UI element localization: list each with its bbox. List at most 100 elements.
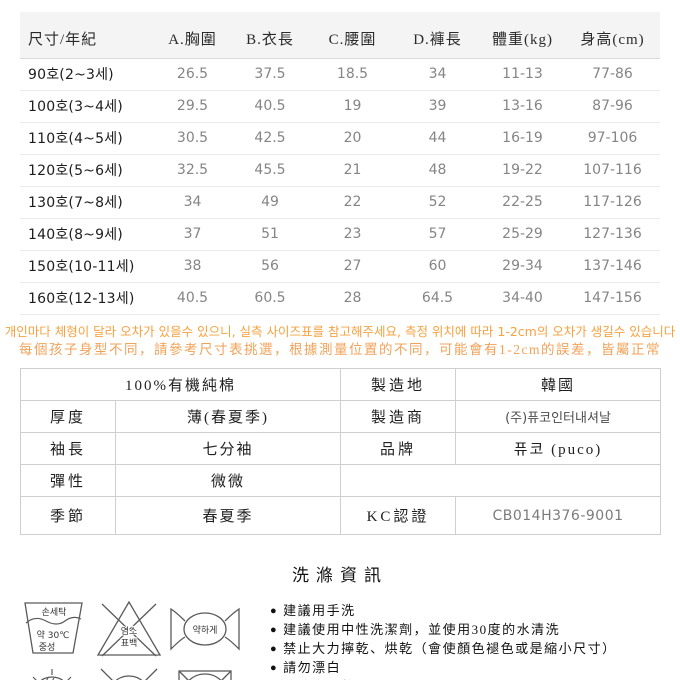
size-label-cell: 130호(7~8세) — [20, 186, 155, 219]
svg-text:염소: 염소 — [121, 626, 138, 637]
size-value-cell: 45.5 — [230, 154, 310, 187]
hand-wash-icon: 손세탁 약 30℃ 중성 — [24, 602, 83, 654]
size-value-cell: 40.5 — [155, 282, 230, 315]
size-chart-header-cell: 體重(kg) — [480, 12, 565, 59]
size-value-cell: 97-106 — [565, 122, 660, 155]
size-chart-row: 130호(7~8세) 34 49 22 52 22-25 117-126 — [20, 186, 660, 219]
size-value-cell: 29.5 — [155, 90, 230, 123]
size-chart-header-cell: D.褲長 — [395, 12, 480, 59]
info-value-cell: 퓨코 (puco) — [455, 432, 661, 465]
care-instructions-list: 建議用手洗建議使用中性洗潔劑，並使用30度的水清洗禁止大力擰乾、烘乾（會使顏色褪… — [270, 602, 617, 680]
svg-text:중성: 중성 — [39, 642, 56, 653]
size-chart-header-cell: C.腰圍 — [310, 12, 395, 59]
product-info-table: 100%有機純棉 製造地 韓國 厚度 薄(春夏季) 製造商 (주)퓨코인터내셔날 袖長 七分袖品… — [20, 368, 661, 535]
size-value-cell: 26.5 — [155, 58, 230, 91]
tolerance-notes: 개인마다 체형이 달라 오차가 있을수 있으니, 실측 사이즈표를 참고해주세요… — [0, 324, 680, 358]
product-info-row: 厚度 薄(春夏季) 製造商 (주)퓨코인터내셔날 — [20, 400, 661, 433]
size-guide-page: 尺寸/年紀 A.胸圍 B.衣長 C.腰圍 D.褲長 體重(kg) 身高(cm) 90호(2~… — [0, 12, 680, 680]
tolerance-note-chinese: 每個孩子身型不同，請參考尺寸表挑選，根據測量位置的不同，可能會有1-2cm的誤差… — [19, 342, 661, 357]
size-label-cell: 150호(10-11세) — [20, 250, 155, 283]
size-value-cell: 18.5 — [310, 58, 395, 91]
size-chart-row: 110호(4~5세) 30.5 42.5 20 44 16-19 97-106 — [20, 122, 660, 155]
size-value-cell: 19 — [310, 90, 395, 123]
svg-text:표백: 표백 — [121, 638, 138, 649]
size-value-cell: 60 — [395, 250, 480, 283]
size-value-cell: 23 — [310, 218, 395, 251]
info-value-cell: (주)퓨코인터내셔날 — [455, 400, 661, 433]
size-value-cell: 87-96 — [565, 90, 660, 123]
size-value-cell: 27 — [310, 250, 395, 283]
size-chart-row: 90호(2~3세) 26.5 37.5 18.5 34 11-13 77-86 — [20, 58, 660, 91]
size-value-cell: 25-29 — [480, 218, 565, 251]
size-label-cell: 140호(8~9세) — [20, 218, 155, 251]
size-chart-header-cell: B.衣長 — [230, 12, 310, 59]
size-value-cell: 137-146 — [565, 250, 660, 283]
product-info-body: 100%有機純棉 製造地 韓國 厚度 薄(春夏季) 製造商 (주)퓨코인터내셔날 袖長 七分袖品… — [20, 368, 661, 535]
svg-text:손세탁: 손세탁 — [42, 606, 67, 618]
size-chart-table: 尺寸/年紀 A.胸圍 B.衣長 C.腰圍 D.褲長 體重(kg) 身高(cm) 90호(2~… — [20, 12, 660, 315]
size-value-cell: 37 — [155, 218, 230, 251]
size-value-cell: 34 — [395, 58, 480, 91]
size-chart-row: 100호(3~4세) 29.5 40.5 19 39 13-16 87-96 — [20, 90, 660, 123]
info-label-cell: 品牌 — [340, 432, 456, 465]
size-value-cell: 42.5 — [230, 122, 310, 155]
size-value-cell: 16-19 — [480, 122, 565, 155]
washing-section: 손세탁 약 30℃ 중성 염소 표백 약하게 — [0, 598, 680, 680]
info-label-cell: 製造商 — [340, 400, 456, 433]
size-value-cell: 57 — [395, 218, 480, 251]
svg-text:약하게: 약하게 — [193, 624, 218, 636]
size-value-cell: 39 — [395, 90, 480, 123]
info-value-cell: 微微 — [115, 464, 341, 497]
info-value-cell: 七分袖 — [115, 432, 341, 465]
info-label-cell: 季節 — [20, 496, 116, 535]
info-label-cell: 袖長 — [20, 432, 116, 465]
size-label-cell: 100호(3~4세) — [20, 90, 155, 123]
info-label-cell: KC認證 — [340, 496, 456, 535]
size-value-cell: 32.5 — [155, 154, 230, 187]
size-value-cell: 48 — [395, 154, 480, 187]
size-label-cell: 160호(12-13세) — [20, 282, 155, 315]
size-value-cell: 127-136 — [565, 218, 660, 251]
size-value-cell: 49 — [230, 186, 310, 219]
size-value-cell: 44 — [395, 122, 480, 155]
info-value-cell — [340, 464, 661, 497]
size-value-cell: 107-116 — [565, 154, 660, 187]
care-instruction-item: 建議用手洗 — [270, 602, 617, 621]
size-value-cell: 64.5 — [395, 282, 480, 315]
size-value-cell: 147-156 — [565, 282, 660, 315]
size-value-cell: 28 — [310, 282, 395, 315]
size-label-cell: 90호(2~3세) — [20, 58, 155, 91]
size-value-cell: 56 — [230, 250, 310, 283]
info-value-cell: CB014H376-9001 — [455, 496, 661, 535]
care-instruction-item: 建議使用中性洗潔劑，並使用30度的水清洗 — [270, 621, 617, 640]
no-dry-clean-icon: 드라이 — [100, 668, 158, 680]
no-chlorine-bleach-icon: 염소 표백 — [96, 600, 162, 657]
lay-flat-dry-icon: 뉘여서 — [32, 669, 72, 680]
size-chart-body: 90호(2~3세) 26.5 37.5 18.5 34 11-13 77-86 100호(3~… — [20, 58, 660, 315]
info-value-cell: 薄(春夏季) — [115, 400, 341, 433]
care-icons: 손세탁 약 30℃ 중성 염소 표백 약하게 — [16, 598, 256, 680]
svg-text:약 30℃: 약 30℃ — [37, 629, 70, 641]
size-value-cell: 21 — [310, 154, 395, 187]
size-label-cell: 120호(5~6세) — [20, 154, 155, 187]
size-chart-header-cell: 身高(cm) — [565, 12, 660, 59]
info-label-cell: 厚度 — [20, 400, 116, 433]
product-info-row: 100%有機純棉 製造地 韓國 — [20, 368, 661, 401]
info-value-cell: 100%有機純棉 — [20, 368, 341, 401]
size-value-cell: 22-25 — [480, 186, 565, 219]
product-info-row: 袖長 七分袖 品牌 퓨코 (puco) — [20, 432, 661, 465]
size-value-cell: 60.5 — [230, 282, 310, 315]
size-value-cell: 52 — [395, 186, 480, 219]
size-value-cell: 40.5 — [230, 90, 310, 123]
product-info-row: 季節 春夏季 KC認證 CB014H376-9001 — [20, 496, 661, 535]
size-chart-header-cell: 尺寸/年紀 — [20, 12, 155, 59]
size-value-cell: 29-34 — [480, 250, 565, 283]
washing-info-title: 洗滌資訊 — [292, 566, 388, 585]
size-value-cell: 38 — [155, 250, 230, 283]
size-value-cell: 20 — [310, 122, 395, 155]
wring-gently-icon: 약하게 — [170, 607, 240, 651]
size-chart-row: 160호(12-13세) 40.5 60.5 28 64.5 34-40 147-156 — [20, 282, 660, 315]
care-instruction-item: 請勿漂白 — [270, 659, 617, 678]
size-label-cell: 110호(4~5세) — [20, 122, 155, 155]
info-value-cell: 春夏季 — [115, 496, 341, 535]
